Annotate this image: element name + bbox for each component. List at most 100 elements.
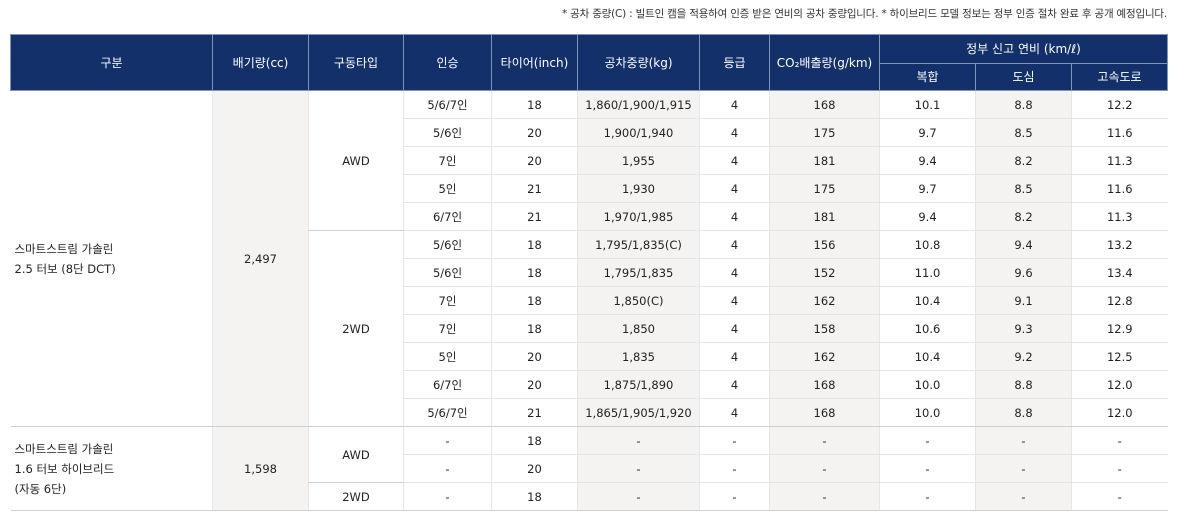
curb-weight-cell: - xyxy=(577,426,700,455)
co2-cell: 158 xyxy=(769,314,880,343)
tire-cell: 21 xyxy=(491,174,578,203)
grade-cell: 4 xyxy=(699,398,770,427)
seats-cell: 5/6인 xyxy=(403,258,492,287)
seats-cell: 5/6인 xyxy=(403,230,492,259)
tire-cell: 20 xyxy=(491,370,578,399)
seats-cell: 5/6/7인 xyxy=(403,398,492,427)
combined-cell: 10.6 xyxy=(879,314,976,343)
tire-cell: 21 xyxy=(491,202,578,231)
combined-cell: - xyxy=(879,426,976,455)
co2-cell: 152 xyxy=(769,258,880,287)
co2-cell: 168 xyxy=(769,90,880,119)
co2-cell: 168 xyxy=(769,370,880,399)
seats-cell: 5인 xyxy=(403,342,492,371)
city-cell: - xyxy=(975,482,1072,511)
curb-weight-cell: 1,850(C) xyxy=(577,286,700,315)
grade-cell: 4 xyxy=(699,146,770,175)
curb-weight-cell: 1,875/1,890 xyxy=(577,370,700,399)
city-cell: 8.8 xyxy=(975,398,1072,427)
combined-cell: 9.4 xyxy=(879,146,976,175)
seats-cell: - xyxy=(403,482,492,511)
highway-cell: 13.4 xyxy=(1071,258,1168,287)
highway-cell: 12.2 xyxy=(1071,90,1168,119)
table-row: 6/7인 20 1,875/1,890 4 168 10.0 8.8 12.0 xyxy=(11,370,1168,399)
seats-cell: 6/7인 xyxy=(403,370,492,399)
table-row: 2WD 5/6인 18 1,795/1,835(C) 4 156 10.8 9.4 13.2 xyxy=(11,230,1168,427)
highway-cell: 12.5 xyxy=(1071,342,1168,371)
table-row: 2WD -18- - - - - - xyxy=(11,482,1168,511)
city-cell: - xyxy=(975,454,1072,483)
co2-cell: 181 xyxy=(769,202,880,231)
tire-cell: 21 xyxy=(491,398,578,427)
header-grade: 등급 xyxy=(699,34,770,91)
city-cell: 8.8 xyxy=(975,90,1072,119)
seats-cell: 6/7인 xyxy=(403,202,492,231)
city-cell: 9.2 xyxy=(975,342,1072,371)
highway-cell: 11.3 xyxy=(1071,146,1168,175)
city-cell: 9.3 xyxy=(975,314,1072,343)
highway-cell: 12.9 xyxy=(1071,314,1168,343)
seats-cell: - xyxy=(403,426,492,455)
table-row: 5인 21 1,930 4 175 9.7 8.5 11.6 xyxy=(11,174,1168,203)
curb-weight-cell: 1,835 xyxy=(577,342,700,371)
displacement-cell: 1,598 xyxy=(212,426,309,511)
header-category: 구분 xyxy=(10,34,213,91)
header-fuel-economy-group: 정부 신고 연비 (km/ℓ) xyxy=(879,34,1168,64)
tire-cell: 18 xyxy=(491,258,578,287)
seats-cell: 5인 xyxy=(403,174,492,203)
co2-cell: - xyxy=(769,426,880,455)
curb-weight-cell: 1,955 xyxy=(577,146,700,175)
grade-cell: 4 xyxy=(699,202,770,231)
curb-weight-cell: - xyxy=(577,454,700,483)
seats-cell: 5/6/7인 xyxy=(403,90,492,119)
city-cell: 9.4 xyxy=(975,230,1072,259)
engine-type-cell: 스마트스트림 가솔린 1.6 터보 하이브리드 (자동 6단) xyxy=(10,426,213,511)
table-row: 5/6인 18 1,795/1,835 4 152 11.0 9.6 13.4 xyxy=(11,258,1168,287)
city-cell: 9.1 xyxy=(975,286,1072,315)
city-cell: 8.5 xyxy=(975,118,1072,147)
grade-cell: - xyxy=(699,426,770,455)
drive-type-cell: AWD xyxy=(308,426,404,483)
combined-cell: 11.0 xyxy=(879,258,976,287)
table-row: 5인 20 1,835 4 162 10.4 9.2 12.5 xyxy=(11,342,1168,371)
highway-cell: - xyxy=(1071,454,1168,483)
engine-type-line: (자동 6단) xyxy=(14,481,67,496)
highway-cell: - xyxy=(1071,482,1168,511)
table-row: 5/6/7인 21 1,865/1,905/1,920 4 168 10.0 8.8 12.0 xyxy=(11,398,1168,427)
co2-cell: 162 xyxy=(769,286,880,315)
highway-cell: 11.6 xyxy=(1071,118,1168,147)
combined-cell: 10.4 xyxy=(879,286,976,315)
co2-cell: - xyxy=(769,482,880,511)
city-cell: 8.8 xyxy=(975,370,1072,399)
tire-cell: 18 xyxy=(491,314,578,343)
drive-type-cell: 2WD xyxy=(308,230,404,427)
curb-weight-cell: - xyxy=(577,482,700,511)
engine-type-cell: 스마트스트림 가솔린 2.5 터보 (8단 DCT) xyxy=(10,90,213,427)
header-displacement: 배기량(cc) xyxy=(212,34,309,91)
header-tire: 타이어(inch) xyxy=(491,34,578,91)
city-cell: 8.2 xyxy=(975,202,1072,231)
seats-cell: 7인 xyxy=(403,286,492,315)
grade-cell: 4 xyxy=(699,118,770,147)
seats-cell: - xyxy=(403,454,492,483)
city-cell: 8.2 xyxy=(975,146,1072,175)
curb-weight-cell: 1,970/1,985 xyxy=(577,202,700,231)
seats-cell: 5/6인 xyxy=(403,118,492,147)
co2-cell: - xyxy=(769,454,880,483)
co2-cell: 175 xyxy=(769,174,880,203)
combined-cell: 9.7 xyxy=(879,118,976,147)
tire-cell: 20 xyxy=(491,342,578,371)
header-combined: 복합 xyxy=(879,63,976,91)
table-body: 스마트스트림 가솔린 2.5 터보 (8단 DCT) 2,497 AWD 5/6/7인 1… xyxy=(10,90,1168,511)
combined-cell: 10.0 xyxy=(879,370,976,399)
grade-cell: 4 xyxy=(699,230,770,259)
co2-cell: 175 xyxy=(769,118,880,147)
table-row: 7인 18 1,850 4 158 10.6 9.3 12.9 xyxy=(11,314,1168,343)
table-row: 6/7인 21 1,970/1,985 4 181 9.4 8.2 11.3 xyxy=(11,202,1168,231)
curb-weight-cell: 1,865/1,905/1,920 xyxy=(577,398,700,427)
table-row: 7인 18 1,850(C) 4 162 10.4 9.1 12.8 xyxy=(11,286,1168,315)
combined-cell: 10.8 xyxy=(879,230,976,259)
curb-weight-cell: 1,930 xyxy=(577,174,700,203)
displacement-cell: 2,497 xyxy=(212,90,309,427)
header-highway: 고속도로 xyxy=(1071,63,1168,91)
